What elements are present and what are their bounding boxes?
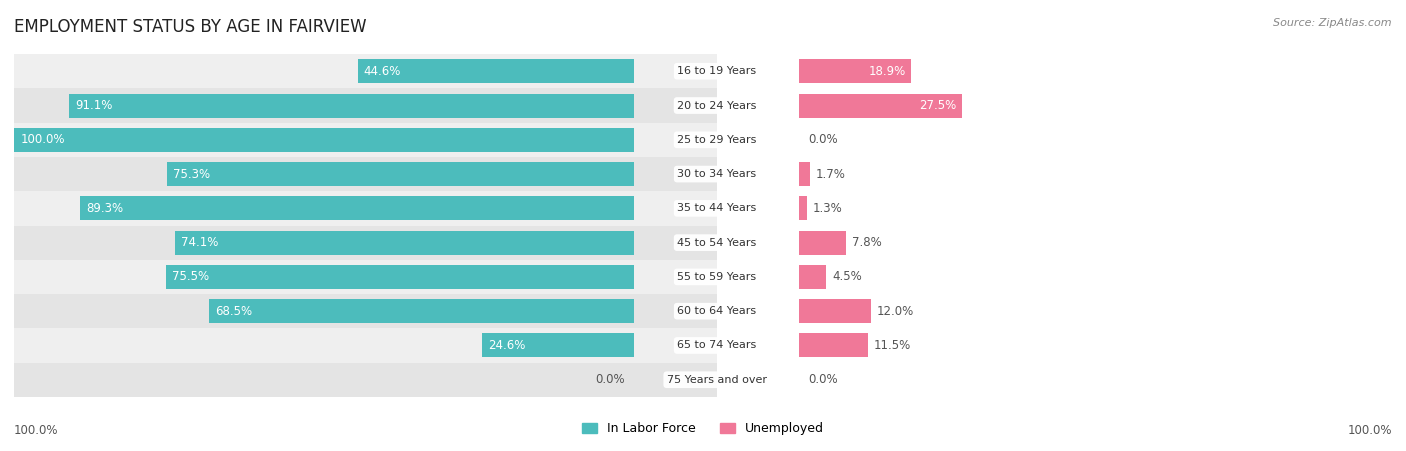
- Text: 75.5%: 75.5%: [172, 271, 209, 283]
- Text: 55 to 59 Years: 55 to 59 Years: [678, 272, 756, 282]
- Bar: [0, 88, 717, 123]
- Legend: In Labor Force, Unemployed: In Labor Force, Unemployed: [576, 417, 830, 440]
- Text: 18.9%: 18.9%: [869, 65, 905, 78]
- Bar: [0, 157, 634, 191]
- Bar: [0, 157, 717, 191]
- Text: 20 to 24 Years: 20 to 24 Years: [678, 101, 756, 110]
- Bar: [0, 191, 717, 226]
- Bar: [0, 294, 717, 328]
- Text: 44.6%: 44.6%: [364, 65, 401, 78]
- Bar: [0, 294, 634, 328]
- Bar: [0, 157, 800, 191]
- Bar: [166, 265, 634, 289]
- Bar: [0, 54, 800, 88]
- Text: 60 to 64 Years: 60 to 64 Years: [678, 306, 756, 316]
- Bar: [0, 226, 717, 260]
- Text: 0.0%: 0.0%: [808, 133, 838, 146]
- Text: 16 to 19 Years: 16 to 19 Years: [678, 66, 756, 76]
- Bar: [0, 328, 634, 363]
- Text: 11.5%: 11.5%: [873, 339, 911, 352]
- Bar: [800, 265, 827, 289]
- Text: 0.0%: 0.0%: [595, 373, 624, 386]
- Bar: [0, 328, 717, 363]
- Bar: [167, 162, 634, 186]
- Bar: [0, 191, 634, 226]
- Bar: [357, 59, 634, 83]
- Bar: [0, 191, 800, 226]
- Text: 0.0%: 0.0%: [808, 373, 838, 386]
- Text: 75.3%: 75.3%: [173, 168, 211, 180]
- Text: 27.5%: 27.5%: [920, 99, 956, 112]
- Bar: [800, 162, 810, 186]
- Bar: [800, 196, 807, 221]
- Text: 100.0%: 100.0%: [14, 424, 59, 437]
- Bar: [0, 226, 634, 260]
- Text: 45 to 54 Years: 45 to 54 Years: [678, 238, 756, 248]
- Bar: [800, 230, 845, 255]
- Bar: [174, 230, 634, 255]
- Bar: [0, 123, 634, 157]
- Bar: [14, 128, 634, 152]
- Bar: [0, 363, 717, 397]
- Text: 4.5%: 4.5%: [832, 271, 862, 283]
- Text: 100.0%: 100.0%: [1347, 424, 1392, 437]
- Text: Source: ZipAtlas.com: Source: ZipAtlas.com: [1274, 18, 1392, 28]
- Text: 25 to 29 Years: 25 to 29 Years: [678, 135, 756, 145]
- Text: 24.6%: 24.6%: [488, 339, 526, 352]
- Text: 74.1%: 74.1%: [181, 236, 218, 249]
- Bar: [69, 93, 634, 118]
- Text: 35 to 44 Years: 35 to 44 Years: [678, 203, 756, 213]
- Bar: [0, 54, 717, 88]
- Bar: [80, 196, 634, 221]
- Bar: [482, 333, 634, 358]
- Bar: [0, 328, 800, 363]
- Bar: [0, 363, 634, 397]
- Bar: [0, 260, 634, 294]
- Text: 1.3%: 1.3%: [813, 202, 842, 215]
- Bar: [0, 54, 634, 88]
- Bar: [800, 299, 870, 323]
- Text: EMPLOYMENT STATUS BY AGE IN FAIRVIEW: EMPLOYMENT STATUS BY AGE IN FAIRVIEW: [14, 18, 367, 36]
- Bar: [0, 88, 634, 123]
- Text: 65 to 74 Years: 65 to 74 Years: [678, 341, 756, 350]
- Text: 1.7%: 1.7%: [815, 168, 845, 180]
- Text: 89.3%: 89.3%: [87, 202, 124, 215]
- Bar: [0, 260, 717, 294]
- Bar: [0, 226, 800, 260]
- Bar: [0, 294, 800, 328]
- Bar: [0, 363, 800, 397]
- Text: 12.0%: 12.0%: [876, 305, 914, 318]
- Bar: [0, 260, 800, 294]
- Bar: [0, 123, 800, 157]
- Bar: [800, 333, 868, 358]
- Bar: [0, 88, 800, 123]
- Text: 91.1%: 91.1%: [76, 99, 112, 112]
- Text: 68.5%: 68.5%: [215, 305, 253, 318]
- Text: 7.8%: 7.8%: [852, 236, 882, 249]
- Text: 30 to 34 Years: 30 to 34 Years: [678, 169, 756, 179]
- Bar: [800, 59, 911, 83]
- Bar: [800, 93, 962, 118]
- Text: 75 Years and over: 75 Years and over: [666, 375, 766, 385]
- Bar: [209, 299, 634, 323]
- Text: 100.0%: 100.0%: [20, 133, 65, 146]
- Bar: [0, 123, 717, 157]
